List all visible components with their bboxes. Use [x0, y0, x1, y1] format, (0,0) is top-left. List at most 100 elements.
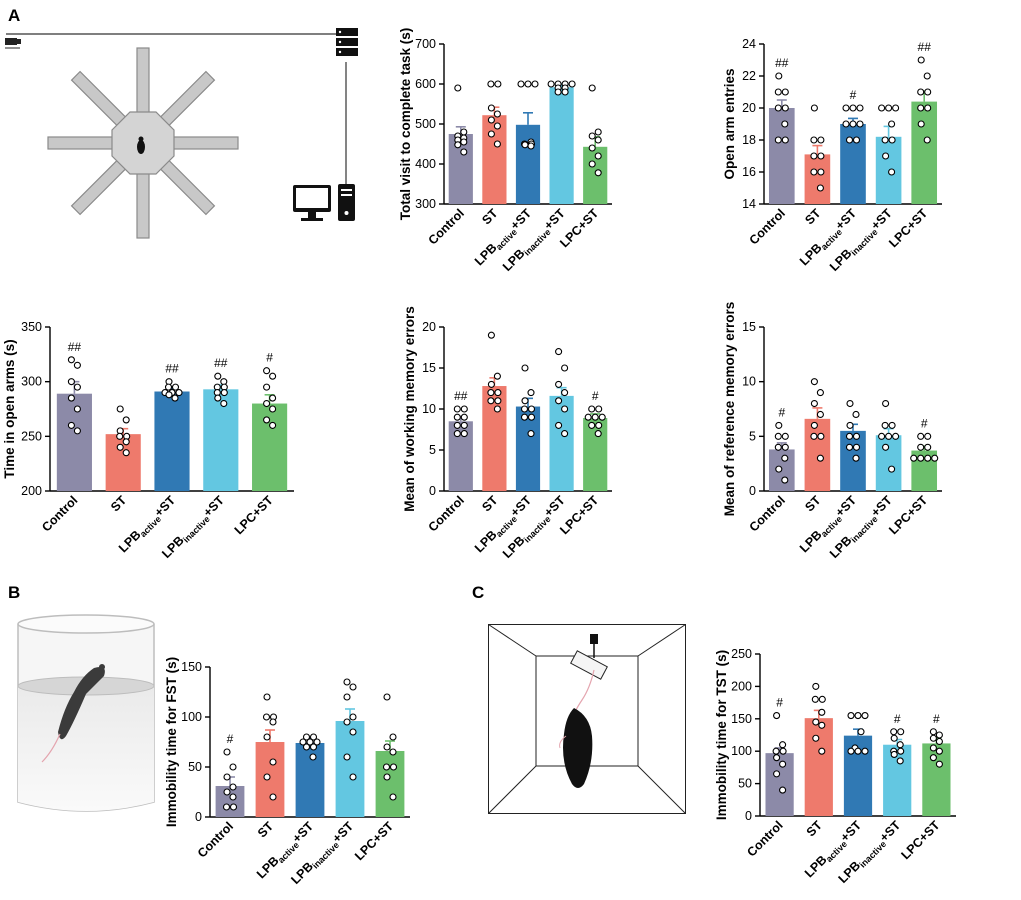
data-point [122, 449, 130, 457]
x-tick-sub: inactive [310, 840, 341, 871]
data-point [917, 432, 925, 440]
data-point [779, 760, 787, 768]
server-icon [336, 28, 358, 56]
data-point [773, 770, 781, 778]
data-point [817, 136, 825, 144]
data-point [309, 753, 317, 761]
camera-icon [5, 38, 21, 49]
data-point [917, 104, 925, 112]
maze-svg [5, 28, 358, 239]
data-point [818, 695, 826, 703]
data-point [861, 712, 869, 720]
data-point [555, 421, 563, 429]
data-point [520, 405, 529, 413]
data-point [67, 394, 75, 402]
data-point [935, 731, 943, 739]
data-point [910, 454, 918, 462]
data-point [223, 788, 231, 796]
data-point [772, 747, 780, 755]
bar-LPB_active+ST [840, 124, 866, 204]
data-point [460, 430, 468, 438]
data-point [527, 405, 536, 413]
fst-svg [17, 614, 155, 812]
y-tick-label: 18 [742, 133, 756, 147]
data-point [929, 744, 937, 752]
significance-marker: # [921, 416, 928, 430]
data-point [917, 88, 925, 96]
data-point [220, 399, 228, 408]
data-point [494, 80, 502, 88]
y-axis-label: Time in open arms (s) [2, 339, 17, 478]
data-point [389, 793, 397, 801]
x-tick-main: LPC+ST [886, 206, 930, 250]
x-tick-main: LPC+ST [232, 493, 276, 537]
data-point [810, 432, 818, 440]
bar-ST [804, 718, 833, 816]
data-point [116, 443, 124, 451]
data-point [222, 803, 231, 811]
data-point [856, 104, 864, 112]
data-point [343, 753, 351, 761]
data-point [810, 168, 818, 176]
chart-fst: 0 50 100 150 Immobility time for FST (s) # Con… [158, 655, 458, 900]
data-point [493, 122, 501, 130]
data-point [917, 454, 925, 462]
data-point [527, 430, 535, 438]
data-point [460, 405, 468, 413]
data-point [453, 405, 461, 413]
y-tick-label: 10 [422, 402, 436, 416]
data-point [810, 399, 818, 408]
data-point [852, 410, 860, 419]
data-point [818, 708, 826, 716]
data-point [594, 152, 602, 160]
data-point [383, 773, 391, 781]
data-point [269, 718, 277, 726]
data-point [561, 88, 569, 96]
data-point [847, 747, 855, 755]
y-tick-label: 250 [731, 647, 752, 661]
data-point [594, 430, 602, 438]
x-tick-main: Control [195, 819, 236, 860]
significance-marker: # [266, 351, 273, 365]
y-tick-label: 100 [181, 710, 202, 724]
y-tick-label: 150 [731, 712, 752, 726]
x-tick-main: Control [747, 493, 788, 534]
data-point [588, 84, 596, 92]
data-point [892, 432, 900, 440]
bar-LPC+ST [375, 751, 405, 817]
data-point [917, 120, 925, 128]
data-point [487, 331, 495, 339]
y-tick-label: 0 [429, 484, 436, 498]
data-point [588, 421, 596, 429]
x-tick-sub: inactive [849, 514, 880, 545]
data-point [810, 421, 818, 429]
data-point [896, 757, 904, 765]
bar-LPB_inactive+ST [883, 744, 912, 816]
data-point [164, 383, 173, 391]
data-point [561, 430, 569, 438]
data-point [584, 413, 592, 421]
data-point [774, 88, 782, 96]
data-point [852, 432, 861, 440]
data-point [888, 421, 896, 429]
data-point [487, 397, 495, 405]
data-point [453, 421, 461, 429]
bar-ST [255, 742, 285, 817]
x-tick-label: LPC+ST [886, 493, 930, 537]
panel-letter-b: B [8, 583, 21, 602]
data-point [595, 405, 603, 413]
data-point [453, 413, 461, 421]
computer-monitor-icon [293, 185, 331, 221]
data-point [781, 454, 789, 462]
data-point [588, 405, 596, 413]
data-point [846, 421, 854, 429]
y-tick-label: 200 [731, 679, 752, 693]
data-point [888, 120, 896, 128]
significance-marker: ## [165, 362, 179, 376]
chart-tst: 0 50 100 150 200 250 Immobility time for TST (… [708, 647, 1008, 900]
data-point [493, 140, 501, 148]
x-tick-main: ST [108, 493, 129, 514]
y-axis-label: Mean of reference memory errors [722, 302, 737, 517]
data-point [856, 120, 864, 128]
